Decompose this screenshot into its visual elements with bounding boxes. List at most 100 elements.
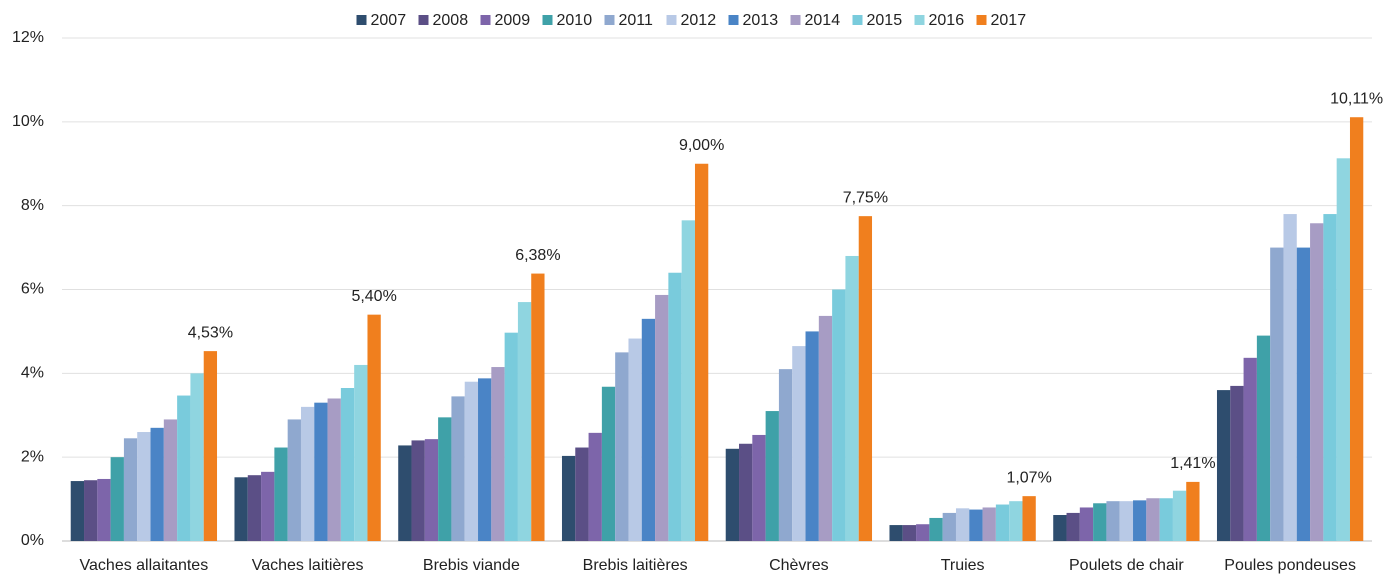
- legend-label: 2010: [557, 12, 593, 29]
- legend-swatch: [852, 15, 863, 25]
- bar: [902, 525, 917, 541]
- bar: [1022, 496, 1036, 541]
- bar: [247, 475, 262, 541]
- x-tick-label: Poulets de chair: [1069, 557, 1184, 574]
- bar: [261, 471, 275, 541]
- x-tick-label: Poules pondeuses: [1224, 557, 1356, 574]
- data-label: 7,75%: [843, 189, 888, 206]
- bar: [300, 406, 315, 541]
- bar: [982, 507, 996, 541]
- bar: [1310, 223, 1324, 541]
- y-tick-label: 6%: [21, 281, 44, 298]
- bar: [203, 351, 218, 541]
- bar: [491, 367, 505, 541]
- data-label: 4,53%: [188, 324, 233, 341]
- x-tick-label: Brebis laitières: [583, 557, 688, 574]
- legend-swatch: [728, 15, 739, 25]
- data-label: 9,00%: [679, 137, 724, 154]
- bar: [765, 411, 779, 541]
- data-label: 6,38%: [515, 247, 560, 264]
- bar: [561, 455, 576, 541]
- bar: [163, 419, 178, 541]
- bar: [792, 346, 806, 541]
- bar: [177, 395, 191, 541]
- legend-label: 2009: [495, 12, 531, 29]
- y-tick-label: 8%: [21, 197, 44, 214]
- y-tick-label: 4%: [21, 365, 44, 382]
- bar: [955, 508, 970, 541]
- legend-swatch: [914, 15, 925, 25]
- bar: [70, 481, 85, 541]
- bar: [1159, 498, 1173, 541]
- bar: [137, 432, 151, 541]
- legend-swatch: [976, 15, 987, 25]
- bar: [929, 517, 943, 541]
- bar: [1146, 498, 1160, 541]
- data-label: 1,41%: [1170, 455, 1215, 472]
- bar: [641, 318, 656, 541]
- bar: [464, 381, 479, 541]
- bar: [1079, 507, 1094, 541]
- bar: [1066, 512, 1080, 541]
- bar: [531, 273, 545, 541]
- bar: [150, 427, 164, 541]
- bar: [1243, 357, 1257, 541]
- legend-swatch: [542, 15, 553, 25]
- bar: [1009, 501, 1023, 541]
- bar: [1349, 117, 1364, 541]
- bar: [504, 332, 518, 541]
- bar: [681, 220, 695, 541]
- bar: [1053, 515, 1067, 541]
- bar: [694, 163, 709, 541]
- bar: [889, 525, 903, 541]
- bar: [97, 478, 111, 541]
- bar: [1186, 481, 1200, 541]
- bar: [615, 352, 629, 541]
- legend-label: 2011: [619, 12, 654, 29]
- bar: [411, 440, 425, 541]
- bar: [1296, 247, 1311, 542]
- x-tick-label: Chèvres: [769, 557, 829, 574]
- bar: [424, 439, 439, 541]
- bar: [340, 388, 355, 541]
- bar: [575, 447, 589, 541]
- bar: [858, 216, 873, 542]
- bar: [1230, 385, 1244, 541]
- bar: [517, 302, 532, 541]
- y-tick-label: 0%: [21, 532, 44, 549]
- data-label: 10,11%: [1330, 90, 1383, 107]
- legend-swatch: [604, 15, 615, 25]
- y-tick-label: 10%: [12, 113, 44, 130]
- bar: [398, 445, 412, 541]
- bar: [478, 378, 492, 541]
- bar: [367, 314, 381, 541]
- bar: [1119, 501, 1134, 541]
- bar: [1093, 503, 1107, 541]
- bar: [995, 504, 1010, 541]
- legend-label: 2016: [929, 12, 965, 29]
- bar: [327, 398, 341, 541]
- legend-label: 2007: [371, 12, 407, 29]
- legend-label: 2017: [991, 12, 1027, 29]
- bar: [287, 419, 301, 541]
- legend-swatch: [480, 15, 491, 25]
- x-tick-label: Vaches laitières: [252, 557, 364, 574]
- legend-label: 2008: [433, 12, 469, 29]
- bar: [1336, 158, 1350, 541]
- legend-label: 2012: [681, 12, 717, 29]
- bar: [1216, 390, 1231, 541]
- bar: [628, 338, 642, 541]
- bar: [354, 364, 368, 541]
- x-tick-label: Truies: [941, 557, 985, 574]
- bar: [916, 524, 930, 541]
- bar: [725, 448, 740, 541]
- y-tick-label: 12%: [12, 29, 44, 46]
- bar: [942, 512, 956, 541]
- bar: [234, 477, 248, 541]
- bar: [1256, 335, 1271, 541]
- bar: [668, 272, 682, 541]
- bar: [438, 417, 452, 541]
- bar: [832, 289, 846, 541]
- bar: [110, 457, 124, 541]
